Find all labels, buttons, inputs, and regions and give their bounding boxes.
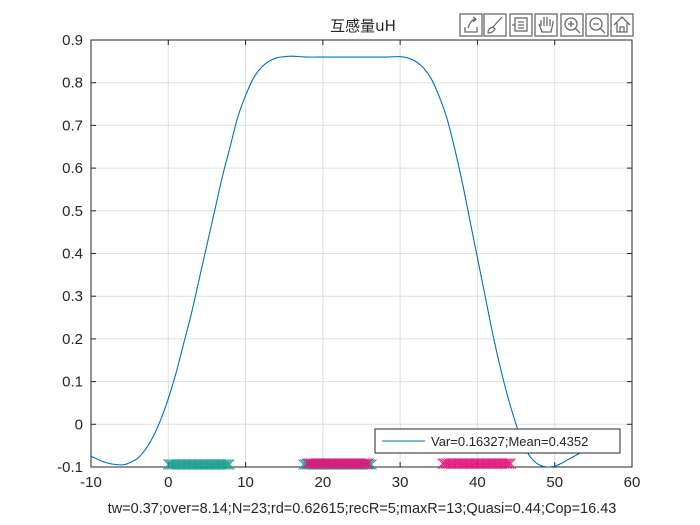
x-marker (358, 458, 369, 469)
axes-toolbar (459, 13, 634, 37)
x-tick-label: 30 (392, 474, 409, 491)
x-marker (503, 458, 515, 469)
y-tick-label: 0.5 (62, 203, 83, 220)
x-marker (505, 458, 516, 469)
data-tips-icon[interactable] (509, 13, 533, 37)
zoom-in-icon[interactable] (560, 13, 584, 37)
y-tick-label: 0.1 (62, 374, 83, 391)
y-tick-label: -0.1 (57, 459, 83, 476)
y-tick-label: 0.8 (62, 75, 83, 92)
marker-group (437, 458, 516, 469)
x-marker (500, 458, 511, 469)
x-marker (220, 459, 232, 470)
x-marker (224, 459, 235, 470)
export-icon[interactable] (459, 13, 483, 37)
legend: Var=0.16327;Mean=0.4352 (374, 428, 621, 454)
series-layer (91, 55, 586, 467)
chart-title: 互感量uH (330, 17, 396, 35)
y-tick-label: 0.4 (62, 246, 83, 263)
x-marker (361, 458, 373, 469)
home-icon[interactable] (610, 13, 634, 37)
x-tick-label: -10 (80, 474, 102, 491)
marker-group (162, 459, 235, 470)
x-marker (219, 459, 230, 470)
legend-entry-label: Var=0.16327;Mean=0.4352 (431, 434, 588, 449)
x-marker (363, 458, 374, 469)
y-tick-label: 0.7 (62, 117, 83, 134)
x-tick-label: 50 (546, 474, 563, 491)
x-marker (222, 459, 234, 470)
y-tick-label: 0.6 (62, 160, 83, 177)
series-line (91, 55, 586, 467)
marker-group (302, 458, 374, 469)
x-tick-label: 10 (237, 474, 254, 491)
x-axis-label: tw=0.37;over=8.14;N=23;rd=0.62615;recR=5… (108, 501, 617, 517)
y-tick-label: 0.3 (62, 288, 83, 305)
tick-labels: -10 0 10 20 30 40 50 60 -0.1 0 0.1 0.2 0.3 0.4 0.5 0.6 0… (57, 32, 640, 491)
y-tick-label: 0.9 (62, 32, 83, 49)
x-tick-label: 60 (624, 474, 641, 491)
x-tick-label: 40 (469, 474, 486, 491)
y-tick-label: 0.2 (62, 331, 83, 348)
x-marker (359, 458, 371, 469)
markers-layer (162, 458, 516, 470)
x-tick-label: 0 (164, 474, 172, 491)
pan-hand-icon[interactable] (534, 13, 558, 37)
y-tick-label: 0 (75, 416, 83, 433)
x-tick-label: 20 (315, 474, 332, 491)
zoom-out-icon[interactable] (585, 13, 609, 37)
x-marker (501, 458, 513, 469)
brush-icon[interactable] (483, 13, 507, 37)
